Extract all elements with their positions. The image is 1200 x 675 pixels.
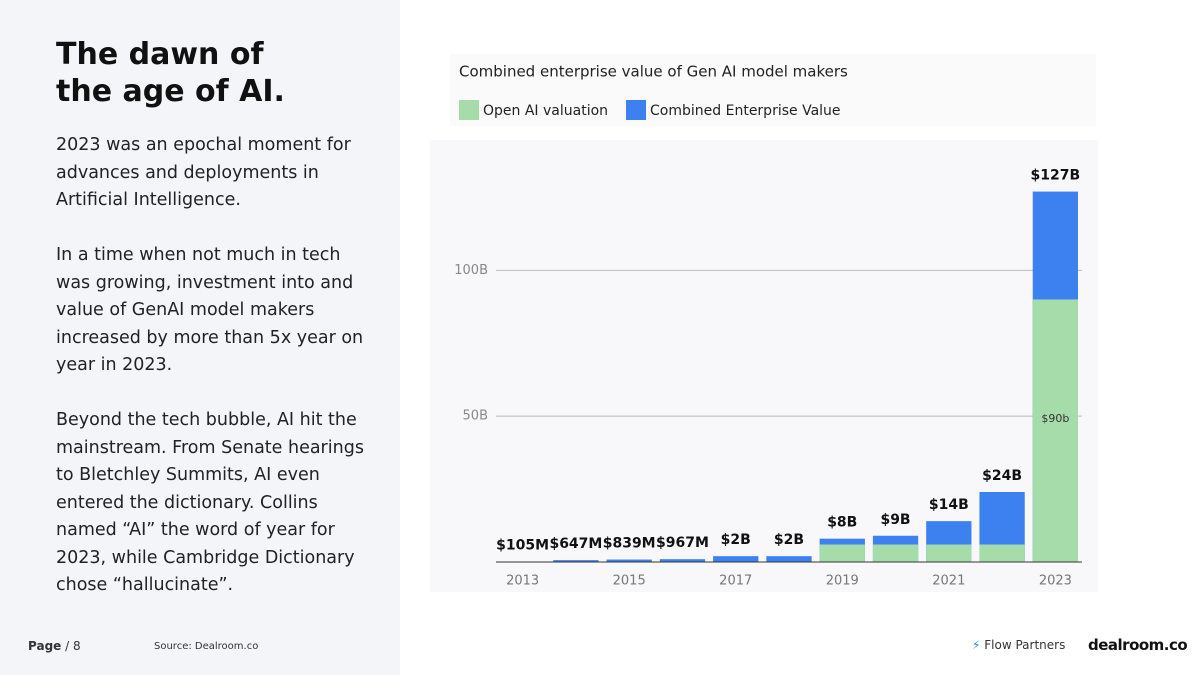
legend-label: Open AI valuation <box>483 103 608 119</box>
title-panel <box>450 54 1096 126</box>
y-tick-label: 100B <box>454 263 488 278</box>
data-label: $9B <box>880 512 910 528</box>
legend-swatch <box>626 100 647 120</box>
bar <box>819 544 865 562</box>
x-tick-label: 2017 <box>719 574 752 589</box>
data-label: $647M <box>549 536 602 552</box>
bar <box>1032 299 1079 562</box>
chart: Combined enterprise value of Gen AI mode… <box>430 54 1098 592</box>
title-line: the age of AI. <box>56 74 285 109</box>
legend-swatch <box>459 100 479 120</box>
page-indicator: Page / 8 <box>28 639 81 653</box>
legend-label: Combined Enterprise Value <box>650 103 841 119</box>
title-line: The dawn of <box>56 37 264 72</box>
data-label: $8B <box>827 515 857 531</box>
body-text: 2023 was an epochal moment for advances … <box>56 132 376 627</box>
data-label: $90b <box>1041 412 1069 425</box>
data-label: $2B <box>721 532 751 548</box>
chart-title: Combined enterprise value of Gen AI mode… <box>459 63 848 81</box>
paragraph: Beyond the tech bubble, AI hit the mains… <box>56 410 364 595</box>
data-label: $839M <box>603 536 656 552</box>
text-panel: The dawn of the age of AI. 2023 was an e… <box>0 0 400 675</box>
data-label: $14B <box>929 497 969 513</box>
bar <box>606 559 652 562</box>
logo-icon: ⚡ <box>972 638 981 652</box>
data-label: $967M <box>656 535 709 551</box>
paragraph: 2023 was an epochal moment for advances … <box>56 135 351 210</box>
data-label: $24B <box>982 468 1022 484</box>
logo-text: Flow Partners <box>984 638 1066 652</box>
paragraph: In a time when not much in tech was grow… <box>56 245 364 375</box>
source: Source: Dealroom.co <box>154 641 259 652</box>
dealroom-logo: dealroom.co <box>1088 636 1188 654</box>
page-label: Page <box>28 639 62 653</box>
x-tick-label: 2021 <box>932 574 965 589</box>
data-label: $105M <box>496 538 549 554</box>
data-label: $2B <box>774 532 804 548</box>
x-tick-label: 2013 <box>506 574 539 589</box>
bar <box>766 556 812 562</box>
page-number: / 8 <box>65 639 81 653</box>
flow-logo: ⚡ Flow Partners <box>972 638 1065 652</box>
bar <box>713 556 759 562</box>
bar <box>979 544 1025 562</box>
x-tick-label: 2015 <box>613 574 646 589</box>
x-tick-label: 2023 <box>1039 574 1072 589</box>
bar <box>553 560 599 562</box>
x-tick-label: 2019 <box>826 574 859 589</box>
data-label: $127B <box>1031 168 1081 184</box>
bar <box>659 559 706 562</box>
slide-title: The dawn of the age of AI. <box>56 36 285 110</box>
bar <box>872 544 919 562</box>
bar <box>926 544 972 562</box>
y-tick-label: 50B <box>463 409 488 424</box>
